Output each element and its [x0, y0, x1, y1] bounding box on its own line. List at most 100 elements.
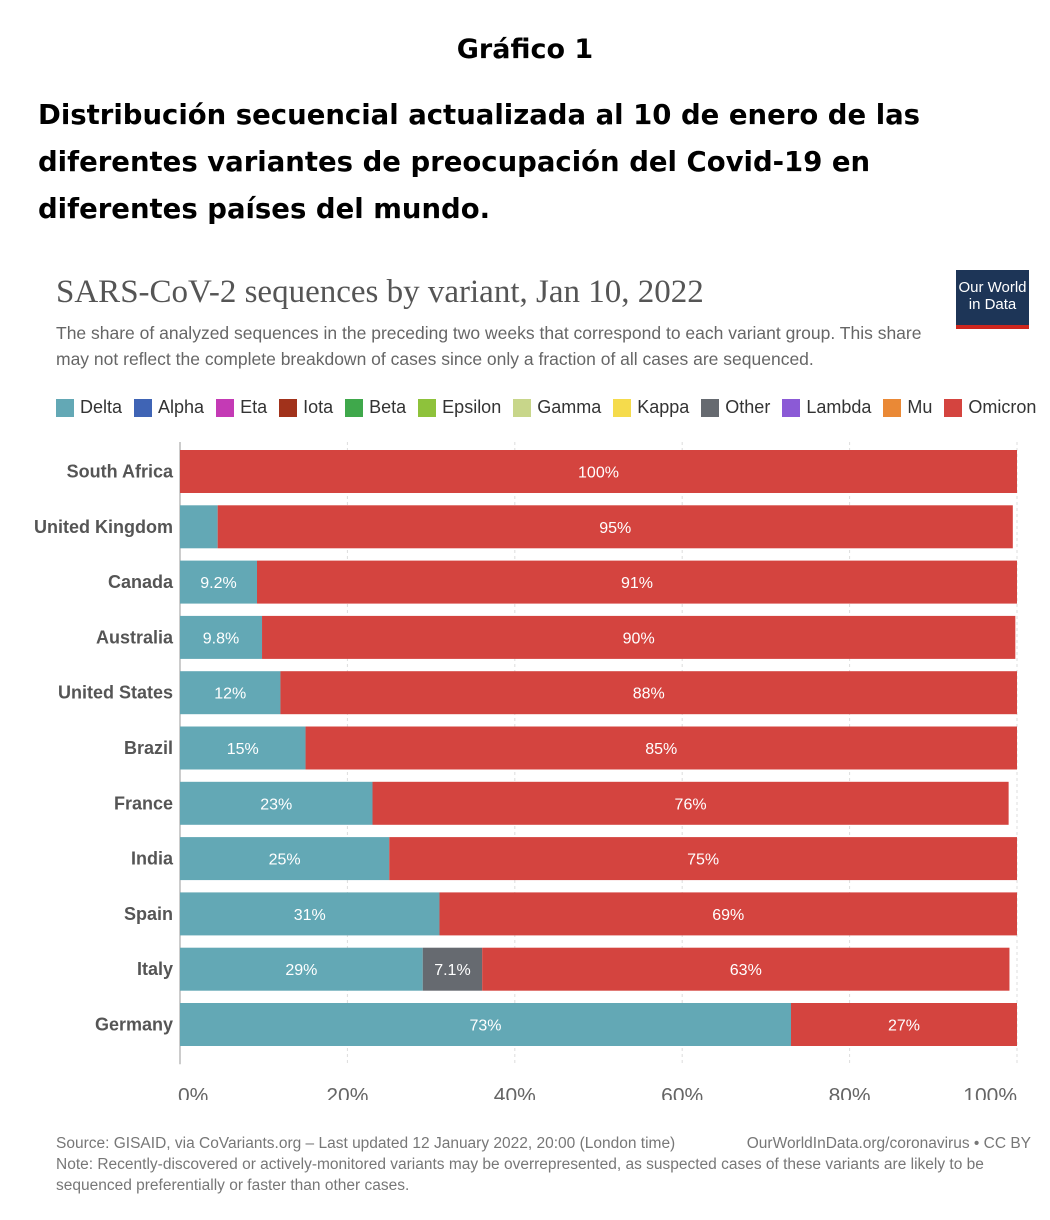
legend-label: Other [725, 397, 771, 417]
bar-delta[interactable] [180, 726, 306, 770]
chart-legend: Delta Alpha Eta Iota Beta Epsilon Gamma Kappa Ot… [56, 397, 1048, 418]
bar-delta[interactable] [180, 615, 263, 659]
bar-other[interactable] [422, 947, 483, 991]
legend-swatch [883, 398, 902, 417]
bar-delta[interactable] [180, 505, 218, 549]
bar-delta[interactable] [180, 1003, 792, 1046]
figure-subheading: Distribución secuencial actualizada al 1… [38, 99, 921, 225]
legend-label: Lambda [806, 397, 872, 417]
legend-item-eta[interactable]: Eta [216, 397, 267, 418]
bar-delta[interactable] [180, 560, 258, 604]
x-tick-label: 60% [661, 1084, 703, 1100]
legend-item-mu[interactable]: Mu [883, 397, 932, 418]
legend-item-lambda[interactable]: Lambda [782, 397, 871, 418]
bar-delta[interactable] [180, 892, 440, 936]
x-tick-label: 80% [829, 1084, 871, 1100]
bar-omicron[interactable] [257, 560, 1017, 604]
source-text: Source: GISAID, via CoVariants.org – Las… [56, 1135, 676, 1152]
legend-swatch [613, 398, 632, 417]
bar-omicron[interactable] [280, 671, 1017, 715]
data-label: 75% [687, 852, 719, 869]
legend-swatch [216, 398, 235, 417]
data-label: 9.8% [203, 630, 239, 647]
data-label: 25% [269, 852, 301, 869]
category-label: South Africa [67, 462, 174, 482]
category-label: India [131, 849, 174, 869]
bar-omicron[interactable] [305, 726, 1017, 770]
bar-delta[interactable] [180, 781, 373, 825]
legend-swatch [134, 398, 153, 417]
legend-label: Epsilon [442, 397, 502, 417]
legend-label: Mu [907, 397, 933, 417]
bar-omicron[interactable] [217, 505, 1013, 549]
legend-swatch [56, 398, 74, 417]
category-label: Italy [137, 959, 173, 979]
bar-delta[interactable] [180, 837, 390, 881]
logo-line-1: Our World [958, 279, 1027, 296]
x-tick-label: 40% [494, 1084, 536, 1100]
legend-swatch [345, 398, 364, 417]
legend-swatch [782, 398, 801, 417]
legend-swatch [418, 398, 437, 417]
figure-heading: Gráfico 1 [456, 34, 594, 65]
legend-label: Eta [240, 397, 268, 417]
data-label: 95% [599, 520, 631, 537]
data-label: 88% [633, 686, 665, 703]
note-text: Note: Recently-discovered or actively-mo… [56, 1156, 984, 1194]
legend-label: Iota [303, 397, 334, 417]
x-tick-label: 20% [326, 1084, 368, 1100]
credit-link[interactable]: OurWorldInData.org/coronavirus • CC BY [746, 1135, 1031, 1152]
bar-delta[interactable] [180, 671, 281, 715]
data-label: 7.1% [434, 962, 470, 979]
legend-label: Gamma [537, 397, 602, 417]
legend-item-gamma[interactable]: Gamma [513, 397, 601, 418]
category-label: Canada [108, 572, 174, 592]
category-label: Germany [95, 1015, 173, 1035]
data-label: 63% [730, 962, 762, 979]
data-label: 31% [294, 907, 326, 924]
legend-item-beta[interactable]: Beta [345, 397, 406, 418]
data-label: 91% [621, 575, 653, 592]
category-label: United Kingdom [34, 517, 173, 537]
x-tick-label: 0% [178, 1084, 208, 1100]
legend-label: Alpha [158, 397, 205, 417]
bar-omicron[interactable] [262, 615, 1016, 659]
legend-swatch [513, 398, 532, 417]
data-label: 9.2% [200, 575, 236, 592]
legend-label: Delta [80, 397, 123, 417]
bar-omicron[interactable] [439, 892, 1018, 936]
legend-item-delta[interactable]: Delta [56, 397, 122, 418]
data-label: 12% [214, 686, 246, 703]
owid-logo[interactable]: Our World in Data [956, 270, 1029, 329]
chart-subtitle: The share of analyzed sequences in the p… [56, 323, 922, 369]
legend-label: Omicron [968, 397, 1037, 417]
legend-item-alpha[interactable]: Alpha [134, 397, 204, 418]
category-label: Australia [96, 627, 174, 647]
data-label: 85% [645, 741, 677, 758]
bar-omicron[interactable] [180, 450, 1017, 493]
bar-omicron[interactable] [791, 1003, 1017, 1046]
logo-line-2: in Data [968, 296, 1017, 313]
chart-footer: Source: GISAID, via CoVariants.org – Las… [56, 1133, 1031, 1196]
x-tick-label: 100% [963, 1084, 1017, 1100]
category-label: France [114, 793, 173, 813]
legend-item-other[interactable]: Other [701, 397, 770, 418]
data-label: 76% [675, 796, 707, 813]
legend-item-kappa[interactable]: Kappa [613, 397, 689, 418]
category-label: Brazil [124, 738, 173, 758]
data-label: 23% [260, 796, 292, 813]
legend-item-iota[interactable]: Iota [279, 397, 333, 418]
stacked-bar-chart: 0% 20% 40% 60% 80% 100% South Africa 100% United… [34, 442, 1018, 1100]
legend-item-epsilon[interactable]: Epsilon [418, 397, 501, 418]
data-label: 15% [227, 741, 259, 758]
legend-swatch [279, 398, 298, 417]
legend-label: Kappa [637, 397, 690, 417]
bar-delta[interactable] [180, 947, 423, 991]
bar-omicron[interactable] [372, 781, 1009, 825]
legend-item-omicron[interactable]: Omicron [944, 397, 1036, 418]
data-label: 69% [712, 907, 744, 924]
bar-omicron[interactable] [482, 947, 1010, 991]
bar-omicron[interactable] [389, 837, 1017, 881]
category-label: Spain [124, 904, 173, 924]
data-label: 100% [578, 465, 619, 482]
